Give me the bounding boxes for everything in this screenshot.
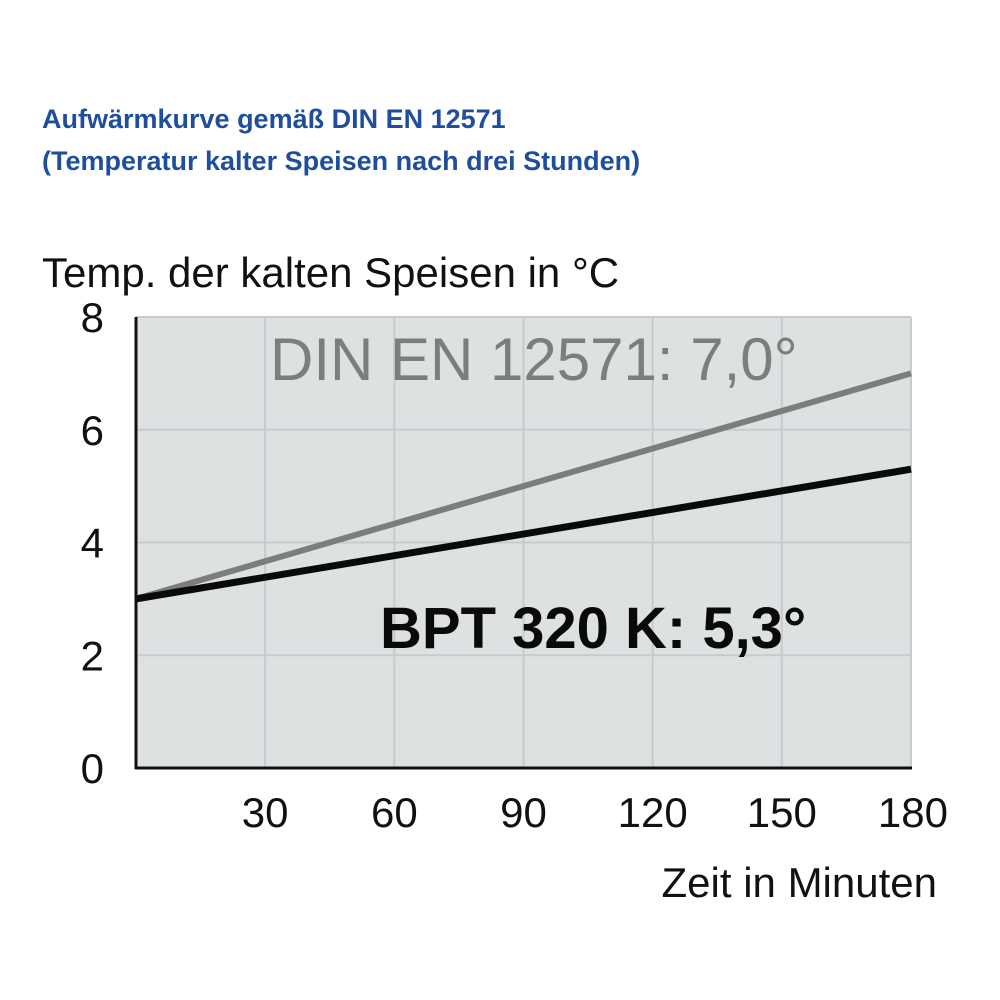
y-tick-label-8: 8 xyxy=(81,294,104,341)
y-tick-label-4: 4 xyxy=(81,520,104,567)
series-line-bpt xyxy=(135,465,912,603)
series-label-bpt: BPT 320 K: 5,3° xyxy=(380,596,806,661)
tick-labels: 0 2 4 6 8 30 60 90 120 150 180 xyxy=(81,294,948,836)
y-tick-label-0: 0 xyxy=(81,745,104,792)
x-tick-label-150: 150 xyxy=(747,789,817,836)
y-tick-label-6: 6 xyxy=(81,407,104,454)
series-label-din: DIN EN 12571: 7,0° xyxy=(270,326,798,393)
x-tick-label-180: 180 xyxy=(878,789,948,836)
grid xyxy=(136,316,912,768)
y-axis-label: Temp. der kalten Speisen in °C xyxy=(42,249,619,296)
x-tick-label-60: 60 xyxy=(371,789,418,836)
x-tick-label-120: 120 xyxy=(618,789,688,836)
x-axis-label: Zeit in Minuten xyxy=(662,859,937,906)
series-label-layer: DIN EN 12571: 7,0° BPT 320 K: 5,3° xyxy=(270,326,806,661)
axes xyxy=(134,317,912,770)
x-tick-label-90: 90 xyxy=(500,789,547,836)
chart-title: Aufwärmkurve gemäß DIN EN 12571 xyxy=(42,104,506,134)
x-tick-label-30: 30 xyxy=(242,789,289,836)
series-line-din xyxy=(135,370,912,602)
chart-title-block: Aufwärmkurve gemäß DIN EN 12571 (Tempera… xyxy=(42,98,640,182)
y-tick-label-2: 2 xyxy=(81,632,104,679)
series-layer xyxy=(135,370,912,603)
chart-subtitle: (Temperatur kalter Speisen nach drei Stu… xyxy=(42,146,641,176)
